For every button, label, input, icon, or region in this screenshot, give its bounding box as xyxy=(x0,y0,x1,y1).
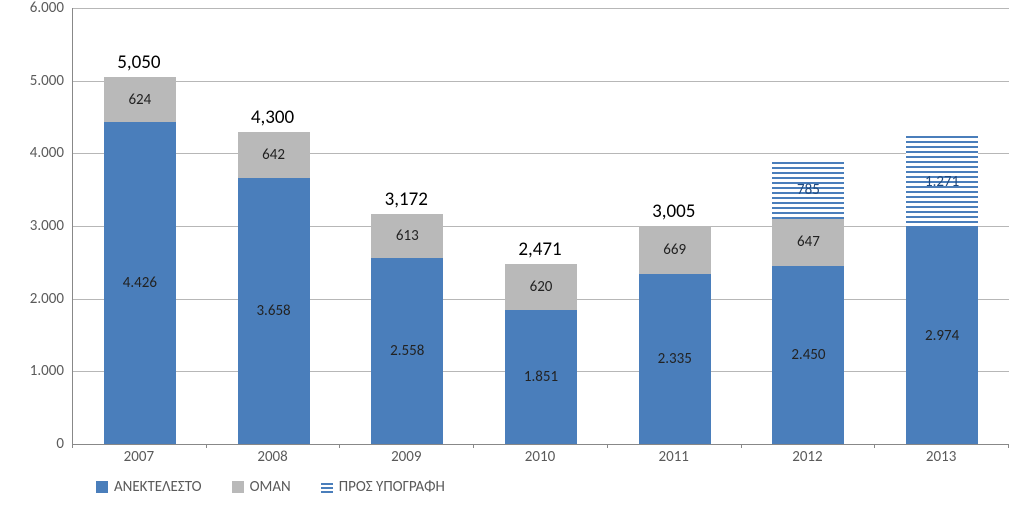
segment-value-label: 669 xyxy=(639,241,711,259)
legend-item-oman: ΟΜΑΝ xyxy=(232,478,291,496)
segment-value-label: 1.271 xyxy=(906,173,978,191)
segment-value-label: 1.851 xyxy=(505,368,577,386)
y-tick-label: 3.000 xyxy=(4,217,64,235)
x-tick xyxy=(607,444,608,448)
x-tick xyxy=(1008,444,1009,448)
y-tick-label: 0 xyxy=(4,435,64,453)
segment-value-label: 647 xyxy=(772,233,844,251)
x-tick xyxy=(72,444,73,448)
segment-value-label: 613 xyxy=(371,227,443,245)
legend-item-sign: ΠΡΟΣ ΥΠΟΓΡΑΦΗ xyxy=(321,478,445,496)
legend-swatch-sign xyxy=(321,481,333,493)
bar-total-label: 3,172 xyxy=(385,188,428,211)
x-tick xyxy=(339,444,340,448)
segment-value-label: 2.974 xyxy=(906,327,978,345)
x-tick-label: 2011 xyxy=(658,448,688,466)
x-tick xyxy=(473,444,474,448)
segment-value-label: 620 xyxy=(505,278,577,296)
x-tick-label: 2010 xyxy=(525,448,555,466)
segment-value-label: 624 xyxy=(104,91,176,109)
x-tick xyxy=(874,444,875,448)
x-tick-label: 2008 xyxy=(257,448,287,466)
legend-swatch-anek xyxy=(96,481,108,493)
segment-value-label: 2.450 xyxy=(772,346,844,364)
gridline xyxy=(73,226,1009,227)
gridline xyxy=(73,81,1009,82)
x-tick xyxy=(206,444,207,448)
x-tick-label: 2007 xyxy=(124,448,154,466)
stacked-bar-chart: 4.426 624 3.658 642 2.558 613 1.851 620 2.335 669… xyxy=(0,0,1024,510)
legend: ΑΝΕΚΤΕΛΕΣΤΟ ΟΜΑΝ ΠΡΟΣ ΥΠΟΓΡΑΦΗ xyxy=(96,478,445,496)
gridline xyxy=(73,153,1009,154)
x-tick-label: 2013 xyxy=(926,448,956,466)
bar-total-label: 3,005 xyxy=(652,200,695,223)
y-tick-label: 4.000 xyxy=(4,144,64,162)
segment-value-label: 4.426 xyxy=(104,274,176,292)
segment-value-label: 3.658 xyxy=(238,302,310,320)
y-tick-label: 6.000 xyxy=(4,0,64,17)
x-tick-label: 2012 xyxy=(792,448,822,466)
plot-area: 4.426 624 3.658 642 2.558 613 1.851 620 2.335 669… xyxy=(72,8,1009,445)
gridline xyxy=(73,8,1009,9)
legend-item-anek: ΑΝΕΚΤΕΛΕΣΤΟ xyxy=(96,478,202,496)
bar-total-label: 2,471 xyxy=(518,238,561,261)
segment-value-label: 2.558 xyxy=(371,342,443,360)
legend-label: ΑΝΕΚΤΕΛΕΣΤΟ xyxy=(114,478,202,496)
bar-total-label: 4,300 xyxy=(251,106,294,129)
segment-value-label: 2.335 xyxy=(639,350,711,368)
legend-swatch-oman xyxy=(232,481,244,493)
x-tick-label: 2009 xyxy=(391,448,421,466)
y-tick-label: 5.000 xyxy=(4,72,64,90)
legend-label: ΟΜΑΝ xyxy=(250,478,291,496)
y-tick-label: 2.000 xyxy=(4,290,64,308)
legend-label: ΠΡΟΣ ΥΠΟΓΡΑΦΗ xyxy=(339,478,445,496)
segment-value-label: 642 xyxy=(238,146,310,164)
y-tick-label: 1.000 xyxy=(4,362,64,380)
x-tick xyxy=(741,444,742,448)
segment-value-label: 785 xyxy=(772,181,844,199)
bar-total-label: 5,050 xyxy=(117,51,160,74)
